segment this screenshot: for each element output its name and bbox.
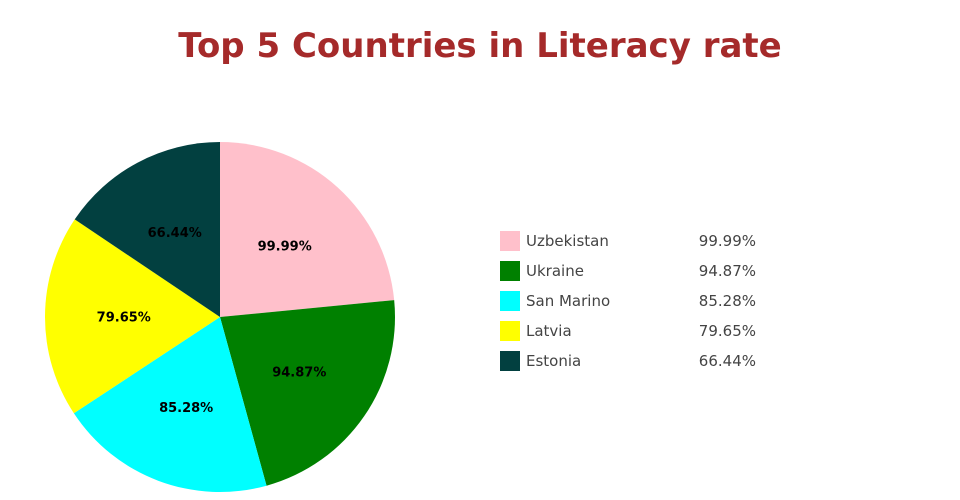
- legend-label: Uzbekistan: [526, 232, 609, 250]
- legend-item[interactable]: Estonia 66.44%: [500, 346, 756, 376]
- pie-slice-uzbekistan[interactable]: [220, 142, 395, 317]
- legend-swatch: [500, 351, 520, 371]
- legend-label: Estonia: [526, 352, 582, 370]
- legend-value: 94.87%: [698, 262, 756, 280]
- legend-label: San Marino: [526, 292, 611, 310]
- slice-label: 99.99%: [258, 240, 312, 255]
- legend-value: 79.65%: [698, 322, 756, 340]
- legend: Uzbekistan 99.99% Ukraine 94.87% San Marino 8…: [500, 226, 756, 376]
- legend-swatch: [500, 321, 520, 341]
- slice-label: 66.44%: [148, 226, 202, 241]
- legend-value: 99.99%: [698, 232, 756, 250]
- chart-title: Top 5 Countries in Literacy rate: [178, 26, 782, 66]
- legend-swatch: [500, 291, 520, 311]
- pie-slice-san-marino[interactable]: [73, 317, 267, 492]
- legend-value: 85.28%: [698, 292, 756, 310]
- pie-slice-estonia[interactable]: [74, 142, 220, 317]
- legend-swatch: [500, 261, 520, 281]
- slice-label: 94.87%: [272, 366, 326, 381]
- legend-item[interactable]: Ukraine 94.87%: [500, 256, 756, 286]
- slice-label: 85.28%: [159, 401, 213, 416]
- legend-swatch: [500, 231, 520, 251]
- legend-label: Latvia: [526, 322, 572, 340]
- pie-slice-latvia[interactable]: [45, 219, 220, 414]
- pie-slice-ukraine[interactable]: [220, 300, 395, 486]
- legend-item[interactable]: San Marino 85.28%: [500, 286, 756, 316]
- legend-item[interactable]: Latvia 79.65%: [500, 316, 756, 346]
- slice-label: 79.65%: [97, 311, 151, 326]
- legend-value: 66.44%: [698, 352, 756, 370]
- legend-item[interactable]: Uzbekistan 99.99%: [500, 226, 756, 256]
- legend-label: Ukraine: [526, 262, 584, 280]
